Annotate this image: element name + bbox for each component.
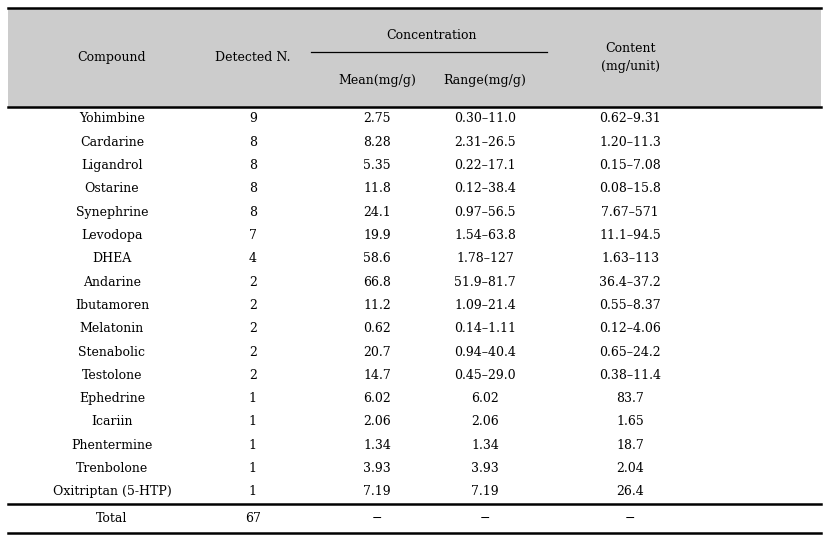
Text: 1: 1 [248, 392, 257, 405]
Text: Ephedrine: Ephedrine [79, 392, 145, 405]
Text: 1: 1 [248, 486, 257, 498]
Text: 14.7: 14.7 [363, 369, 391, 382]
Text: 0.22–17.1: 0.22–17.1 [454, 159, 515, 172]
Text: 6.02: 6.02 [470, 392, 498, 405]
Text: 0.65–24.2: 0.65–24.2 [599, 346, 660, 359]
Text: 0.12–4.06: 0.12–4.06 [599, 322, 660, 335]
Text: Trenbolone: Trenbolone [75, 462, 148, 475]
Text: 1: 1 [248, 439, 257, 452]
Text: 1: 1 [248, 462, 257, 475]
Text: 0.14–1.11: 0.14–1.11 [454, 322, 515, 335]
Text: 8: 8 [248, 159, 257, 172]
Text: 18.7: 18.7 [615, 439, 643, 452]
Text: 5.35: 5.35 [363, 159, 391, 172]
Text: 36.4–37.2: 36.4–37.2 [599, 276, 660, 288]
Text: Icariin: Icariin [91, 415, 132, 428]
Text: 8: 8 [248, 206, 257, 219]
Text: −: − [479, 512, 489, 525]
Text: 6.02: 6.02 [363, 392, 391, 405]
Text: 2.75: 2.75 [363, 113, 391, 125]
Text: Content
(mg/unit): Content (mg/unit) [599, 42, 659, 73]
Text: DHEA: DHEA [92, 252, 132, 265]
Text: 2.06: 2.06 [363, 415, 391, 428]
Text: 1.09–21.4: 1.09–21.4 [454, 299, 515, 312]
Text: 1: 1 [248, 415, 257, 428]
Text: 83.7: 83.7 [615, 392, 643, 405]
Text: Total: Total [96, 512, 128, 525]
Text: 4: 4 [248, 252, 257, 265]
Text: 24.1: 24.1 [363, 206, 391, 219]
Text: 8: 8 [248, 136, 257, 148]
Text: −: − [624, 512, 634, 525]
Text: Testolone: Testolone [82, 369, 142, 382]
Text: 0.55–8.37: 0.55–8.37 [599, 299, 660, 312]
Text: 2: 2 [248, 299, 257, 312]
Text: 1.65: 1.65 [615, 415, 643, 428]
Text: 2.31–26.5: 2.31–26.5 [454, 136, 515, 148]
Text: 1.63–113: 1.63–113 [600, 252, 658, 265]
Text: 2: 2 [248, 322, 257, 335]
Text: 7.67–571: 7.67–571 [600, 206, 658, 219]
Text: 1.54–63.8: 1.54–63.8 [454, 229, 515, 242]
Text: 0.97–56.5: 0.97–56.5 [454, 206, 515, 219]
Text: 20.7: 20.7 [363, 346, 391, 359]
Text: 1.34: 1.34 [363, 439, 391, 452]
Text: 8: 8 [248, 182, 257, 195]
Text: 19.9: 19.9 [363, 229, 391, 242]
Text: 7.19: 7.19 [470, 486, 498, 498]
Text: 7.19: 7.19 [363, 486, 391, 498]
Text: Yohimbine: Yohimbine [79, 113, 145, 125]
Text: 8.28: 8.28 [363, 136, 391, 148]
Text: 11.2: 11.2 [363, 299, 391, 312]
Text: 7: 7 [248, 229, 257, 242]
Text: 11.8: 11.8 [363, 182, 391, 195]
Text: 51.9–81.7: 51.9–81.7 [454, 276, 515, 288]
Text: Ligandrol: Ligandrol [81, 159, 142, 172]
Text: 0.08–15.8: 0.08–15.8 [599, 182, 660, 195]
Text: 0.12–38.4: 0.12–38.4 [454, 182, 515, 195]
Text: Phentermine: Phentermine [71, 439, 152, 452]
Text: Ostarine: Ostarine [84, 182, 139, 195]
Text: 2.04: 2.04 [615, 462, 643, 475]
Text: 0.62–9.31: 0.62–9.31 [599, 113, 660, 125]
Text: Range(mg/g): Range(mg/g) [443, 74, 526, 87]
Text: −: − [372, 512, 382, 525]
Text: 26.4: 26.4 [615, 486, 643, 498]
Text: 67: 67 [244, 512, 261, 525]
Text: 1.34: 1.34 [470, 439, 498, 452]
Text: 0.30–11.0: 0.30–11.0 [454, 113, 515, 125]
Text: 1.78–127: 1.78–127 [455, 252, 513, 265]
Text: Cardarine: Cardarine [79, 136, 144, 148]
Bar [8, 8, 820, 107]
Text: Levodopa: Levodopa [81, 229, 142, 242]
Text: 9: 9 [248, 113, 257, 125]
Text: Synephrine: Synephrine [75, 206, 148, 219]
Text: Compound: Compound [78, 51, 146, 64]
Text: 0.94–40.4: 0.94–40.4 [454, 346, 515, 359]
Text: Andarine: Andarine [83, 276, 141, 288]
Text: 1.20–11.3: 1.20–11.3 [599, 136, 660, 148]
Text: 3.93: 3.93 [470, 462, 498, 475]
Text: Detected N.: Detected N. [214, 51, 291, 64]
Text: 2.06: 2.06 [470, 415, 498, 428]
Text: 0.62: 0.62 [363, 322, 391, 335]
Text: 2: 2 [248, 369, 257, 382]
Text: 2: 2 [248, 346, 257, 359]
Text: Melatonin: Melatonin [79, 322, 144, 335]
Text: 0.38–11.4: 0.38–11.4 [599, 369, 660, 382]
Text: Mean(mg/g): Mean(mg/g) [338, 74, 416, 87]
Text: Oxitriptan (5-HTP): Oxitriptan (5-HTP) [52, 486, 171, 498]
Text: Stenabolic: Stenabolic [79, 346, 145, 359]
Text: Concentration: Concentration [385, 29, 476, 42]
Text: 0.15–7.08: 0.15–7.08 [599, 159, 660, 172]
Text: 2: 2 [248, 276, 257, 288]
Text: 66.8: 66.8 [363, 276, 391, 288]
Text: 0.45–29.0: 0.45–29.0 [454, 369, 515, 382]
Text: 3.93: 3.93 [363, 462, 391, 475]
Text: Ibutamoren: Ibutamoren [75, 299, 149, 312]
Text: 58.6: 58.6 [363, 252, 391, 265]
Text: 11.1–94.5: 11.1–94.5 [599, 229, 660, 242]
